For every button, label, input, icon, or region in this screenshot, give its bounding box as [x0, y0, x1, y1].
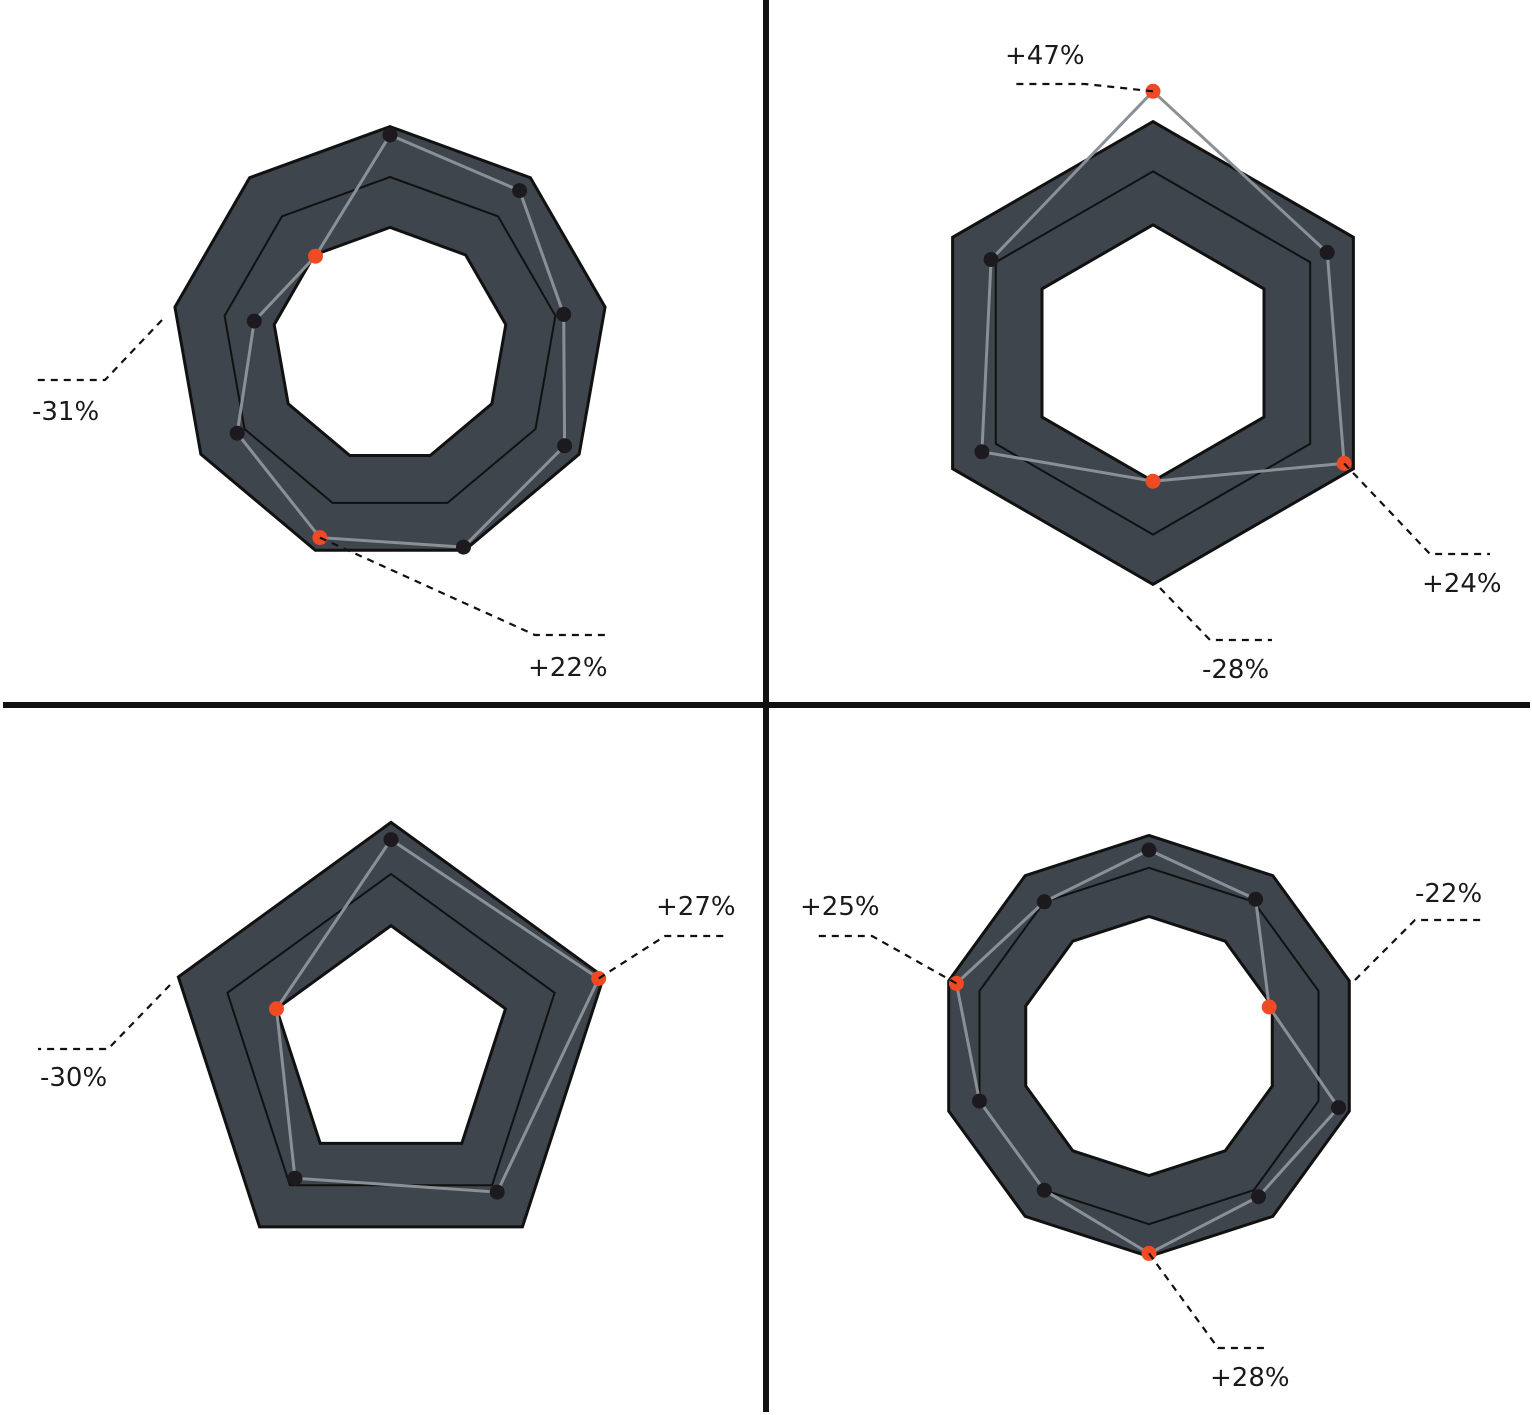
callout-label: +22% — [528, 653, 608, 683]
median-line — [223, 175, 557, 504]
data-point — [382, 127, 398, 143]
data-point — [287, 1170, 303, 1186]
callout-label: +25% — [800, 892, 880, 922]
profile-line — [274, 837, 601, 1194]
data-point — [556, 306, 572, 322]
callout-leader — [1343, 462, 1490, 556]
callout-label: -28% — [1202, 655, 1269, 685]
median-line — [978, 866, 1320, 1226]
callout-label: +27% — [656, 892, 736, 922]
data-point — [489, 1184, 505, 1200]
highlight-point — [1145, 473, 1161, 489]
data-point — [512, 183, 528, 199]
data-point — [983, 252, 999, 267]
data-point — [974, 444, 990, 460]
callout-label: -30% — [40, 1063, 107, 1093]
callout-leader — [816, 934, 957, 985]
data-point — [1141, 842, 1157, 858]
callout-label: -31% — [32, 397, 99, 427]
callout-leader — [35, 319, 163, 382]
data-point — [229, 425, 245, 441]
data-point — [1319, 244, 1335, 260]
highlight-point — [1261, 999, 1277, 1015]
band-ring — [947, 833, 1351, 1259]
callout-label: +28% — [1210, 1363, 1290, 1393]
data-point — [246, 313, 262, 329]
data-point — [1036, 894, 1052, 910]
data-point — [383, 832, 399, 848]
highlight-point — [308, 248, 323, 264]
data-point — [1036, 1182, 1052, 1198]
band-ring — [176, 820, 606, 1229]
callout-label: +47% — [1005, 41, 1085, 71]
profile-line — [235, 133, 567, 549]
callout-leader — [1148, 1252, 1268, 1350]
radar-chart-3: +27% -30% — [38, 820, 736, 1229]
data-point — [1251, 1189, 1266, 1205]
callout-label: -22% — [1415, 879, 1482, 909]
radar-chart-2: +47% +24% -28% — [951, 41, 1502, 685]
callout-leader — [38, 984, 171, 1051]
radar-chart-4: -22% +28% +25% — [800, 833, 1482, 1393]
callout-leader — [1354, 918, 1482, 981]
band-ring — [951, 119, 1355, 587]
radar-chart-1: +22% -31% — [32, 125, 608, 683]
callout-leader — [319, 536, 605, 637]
callout-leader — [1015, 82, 1154, 93]
band-ring — [173, 125, 607, 552]
data-point — [1331, 1100, 1346, 1116]
data-point — [456, 539, 471, 555]
callout-leader — [598, 934, 727, 980]
data-point — [557, 438, 573, 454]
callout-leader — [1159, 587, 1272, 642]
highlight-point — [269, 1001, 284, 1017]
data-point — [972, 1093, 987, 1109]
data-point — [1248, 891, 1264, 907]
callout-label: +24% — [1422, 569, 1502, 599]
